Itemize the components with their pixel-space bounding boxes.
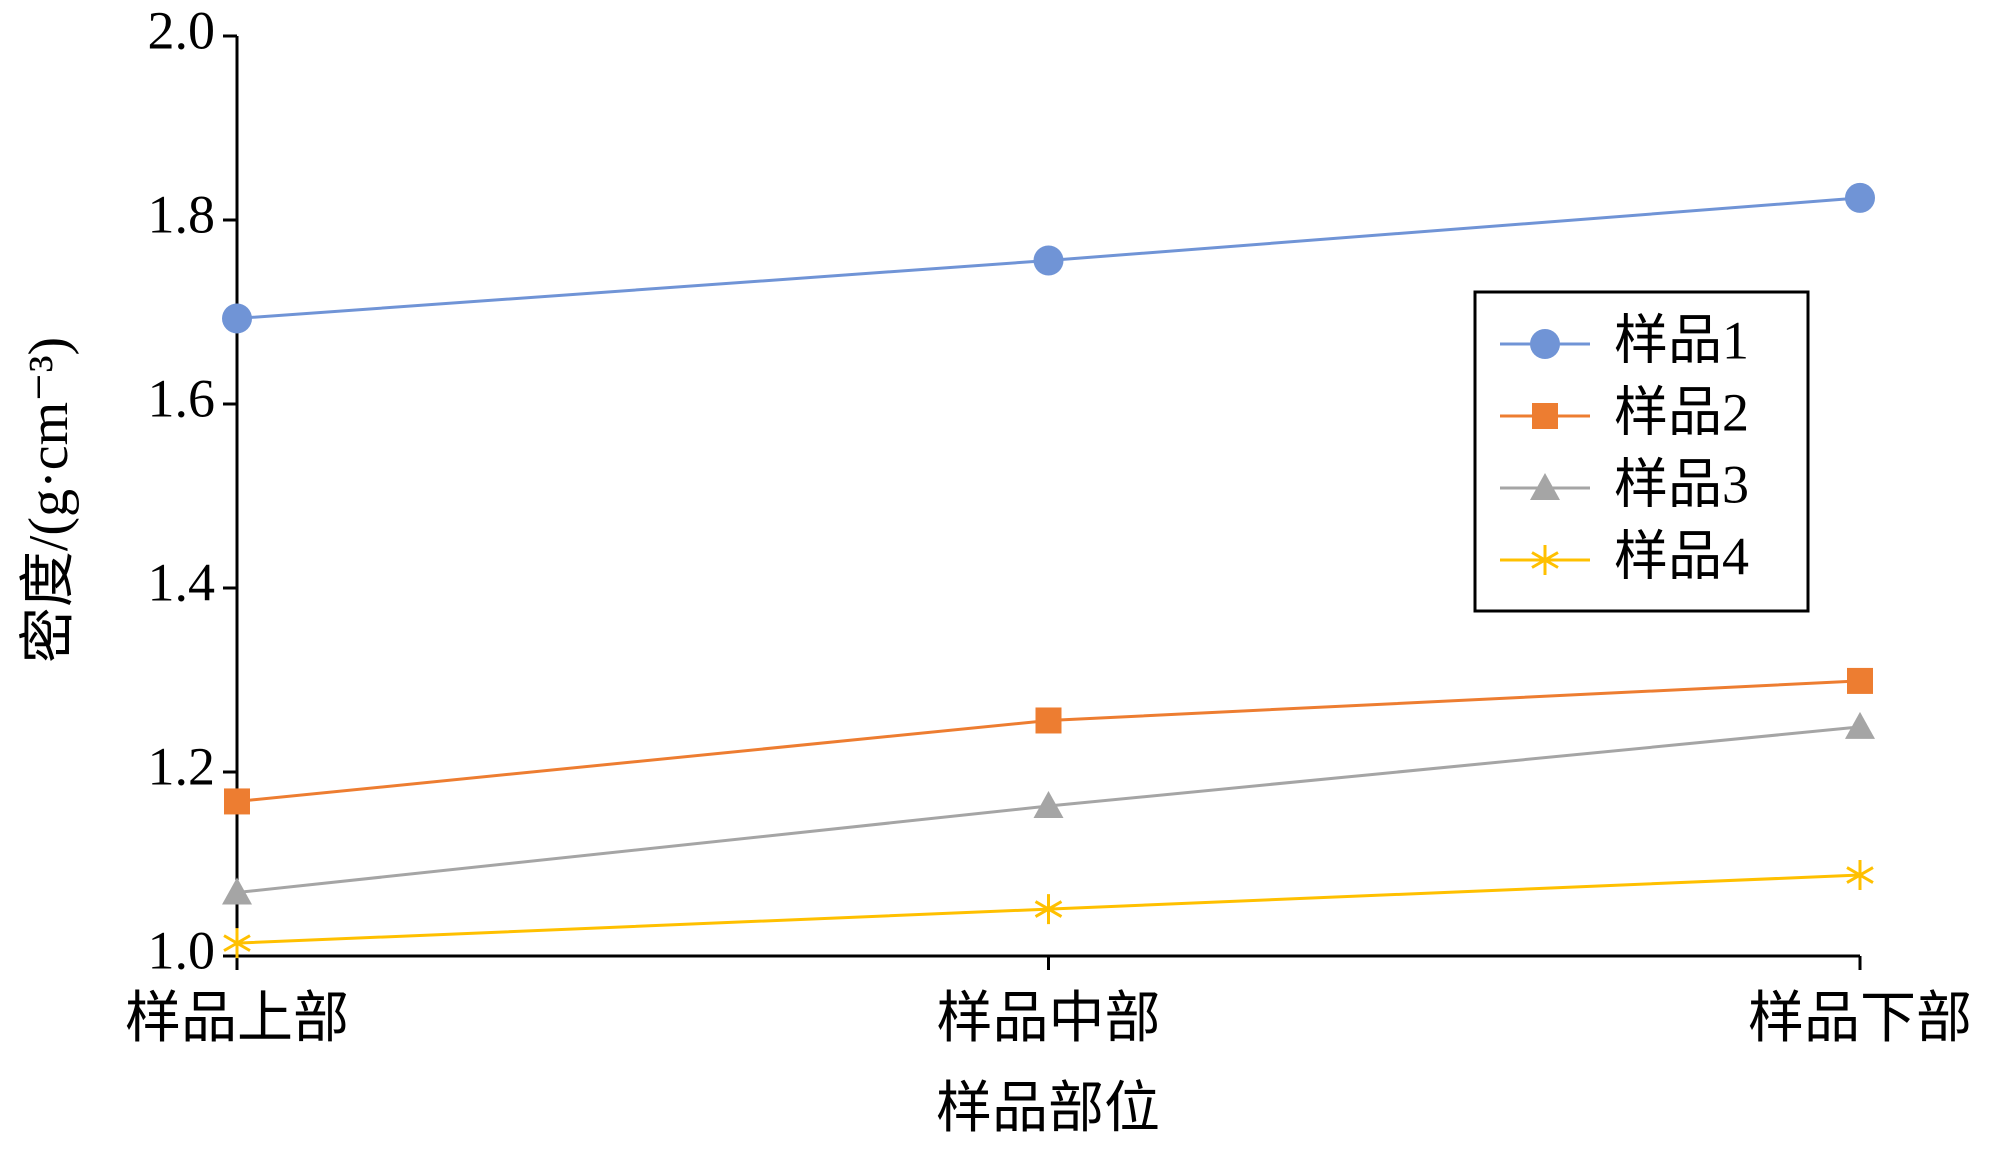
data-point (223, 928, 251, 959)
data-point (1034, 894, 1063, 925)
data-point (1035, 707, 1062, 734)
data-point (1033, 245, 1064, 276)
y-tick-label: 1.4 (148, 552, 216, 612)
legend-marker (1530, 329, 1560, 359)
series-line (236, 679, 1861, 803)
data-point (1033, 791, 1064, 819)
data-point (224, 788, 250, 815)
y-tick-label: 1.6 (148, 368, 216, 428)
legend-marker (1531, 545, 1559, 575)
legend-label: 样品4 (1614, 526, 1749, 586)
data-point (1846, 860, 1874, 891)
x-tick-label: 样品上部 (125, 988, 349, 1050)
y-tick-label: 1.2 (148, 736, 216, 796)
x-tick-label: 样品中部 (937, 988, 1161, 1050)
data-point (222, 303, 252, 334)
y-tick-label: 2.0 (148, 0, 216, 60)
legend-marker (1530, 473, 1560, 500)
data-point (1845, 711, 1875, 739)
x-tick-label: 样品下部 (1748, 988, 1972, 1050)
y-tick-label: 1.8 (148, 184, 216, 244)
data-point (222, 877, 252, 905)
y-axis-title: 密度/(g·cm⁻³) (18, 337, 80, 663)
legend-marker (1532, 403, 1558, 429)
x-axis-title: 样品部位 (936, 1078, 1160, 1140)
data-point (1847, 667, 1873, 694)
legend-label: 样品1 (1614, 310, 1749, 370)
legend-label: 样品3 (1614, 454, 1749, 514)
data-point (1845, 182, 1875, 213)
y-tick-label: 1.0 (148, 920, 216, 980)
legend-label: 样品2 (1614, 382, 1749, 442)
